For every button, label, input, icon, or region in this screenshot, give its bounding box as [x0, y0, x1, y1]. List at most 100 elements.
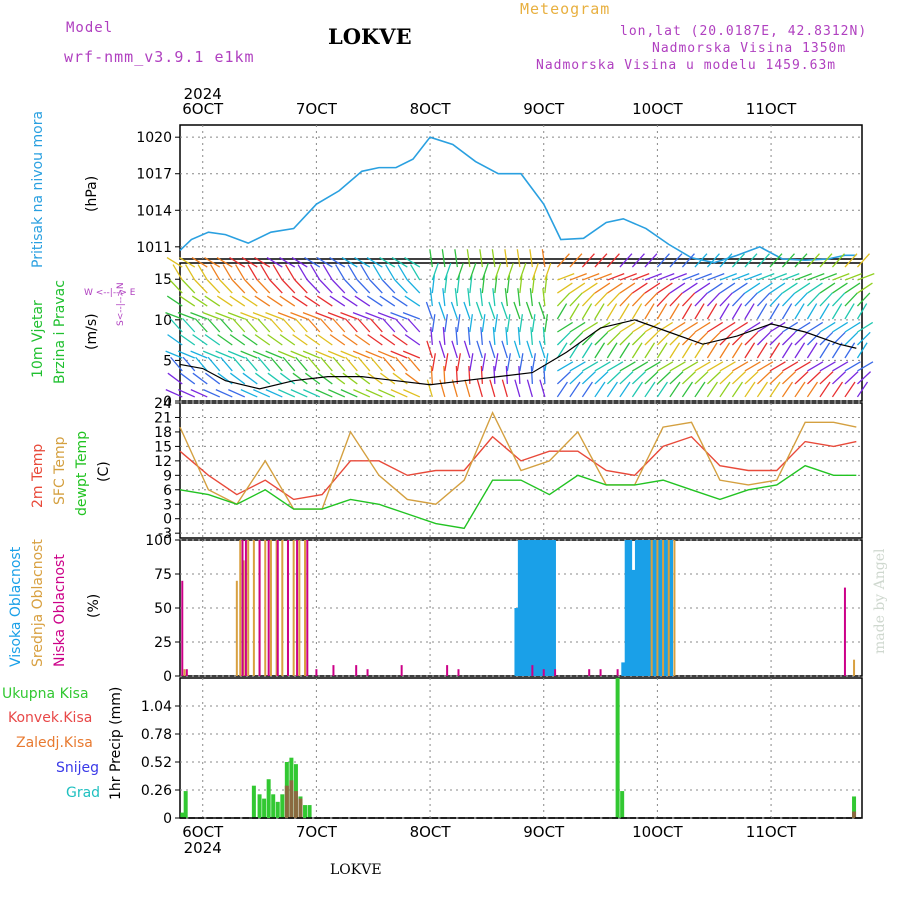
- wind-barb: [644, 273, 662, 281]
- wind-barb: [707, 273, 725, 281]
- cloud-mid-bar: [269, 540, 272, 676]
- wind-barb: [794, 303, 805, 320]
- wind-barb: [254, 372, 271, 385]
- cloud-mid-bar: [252, 540, 255, 676]
- wind-barb: [290, 350, 308, 359]
- wind-barb: [431, 353, 436, 372]
- wind-barb: [356, 279, 371, 294]
- wind-barb: [819, 292, 833, 307]
- precip-legend-snow: Snijeg: [56, 760, 100, 776]
- cloud-high-bar: [541, 540, 546, 676]
- wind-barb: [494, 275, 498, 294]
- wind-barb: [190, 350, 208, 359]
- wind-barb: [322, 264, 333, 281]
- wind-barb: [644, 303, 655, 320]
- wind-barb: [769, 371, 784, 385]
- wind-barb: [682, 361, 699, 372]
- wind-barb: [856, 381, 869, 398]
- wind-barb: [469, 262, 477, 281]
- wind-barb: [254, 334, 271, 346]
- wind-barb: [304, 334, 321, 346]
- wind-barb: [456, 275, 460, 294]
- wind-barb: [319, 279, 333, 294]
- cloud-low-bar: [843, 587, 846, 676]
- wind-barb: [501, 379, 508, 398]
- pressure-ytick-label: 1020: [136, 130, 172, 146]
- wind-barb: [282, 318, 296, 333]
- wind-barb: [569, 321, 586, 333]
- wind-barb: [744, 273, 762, 281]
- cloud-high-bar: [645, 540, 650, 676]
- wind-barb: [204, 334, 221, 346]
- wind-barb: [463, 301, 471, 320]
- wind-barb: [519, 353, 524, 372]
- wind-barb: [632, 282, 648, 294]
- wind-barb: [769, 273, 787, 281]
- wind-barb: [341, 295, 358, 307]
- cloud-ytick-label: 100: [145, 533, 172, 549]
- wind-barb: [631, 303, 643, 320]
- pressure-ytick-label: 1011: [136, 240, 172, 256]
- altitude-label: Nadmorska Visina 1350m: [652, 41, 847, 56]
- wind-barb: [430, 365, 433, 384]
- wind-barb: [756, 342, 768, 359]
- wind-barb: [185, 264, 196, 281]
- day-label-top: 11OCT: [746, 100, 797, 118]
- wind-barb: [544, 353, 549, 372]
- wind-barb: [463, 340, 471, 359]
- wind-barb: [220, 356, 233, 372]
- wind-barb: [257, 356, 271, 372]
- wind-barb: [669, 303, 680, 320]
- wind-barb: [207, 356, 221, 372]
- wind-barb: [632, 361, 649, 372]
- wind-barb: [556, 331, 571, 346]
- wind-barb: [320, 356, 333, 372]
- wind-barb: [607, 321, 623, 333]
- wind-barb: [719, 292, 733, 307]
- wind-barb: [404, 334, 421, 346]
- cloud-low-bar: [554, 669, 557, 676]
- wind-barb: [310, 264, 321, 281]
- day-label-bottom: 7OCT: [296, 823, 338, 841]
- wind-barb: [492, 326, 496, 346]
- wind-barb: [204, 295, 221, 307]
- wind-barb: [538, 301, 546, 320]
- wind-barb: [619, 321, 636, 333]
- precip-ytick-label: 0.52: [141, 755, 172, 771]
- wind-barb: [857, 282, 873, 294]
- day-label-top: 6OCT: [182, 100, 224, 118]
- wind-barb: [365, 350, 383, 359]
- wind-barb: [441, 249, 446, 268]
- wind-barb: [619, 361, 636, 372]
- precip-total-bar: [620, 791, 625, 818]
- wind-barb: [856, 342, 868, 359]
- wind-barb: [215, 389, 233, 398]
- wind-barb: [844, 292, 858, 307]
- wind-barb: [410, 264, 421, 281]
- wind-barb: [241, 256, 258, 268]
- wind-barb: [481, 314, 486, 333]
- wind-barb: [506, 353, 512, 372]
- wind-barb: [335, 264, 346, 281]
- wind-barb: [530, 365, 534, 384]
- wind-barb: [203, 389, 221, 398]
- wind-barb: [719, 282, 736, 294]
- wind-barb: [456, 314, 461, 333]
- wind-barb: [706, 292, 721, 307]
- wind-barb: [429, 288, 433, 307]
- wind-barb: [694, 381, 706, 398]
- wind-barb: [302, 312, 321, 320]
- wind-barb: [378, 389, 396, 398]
- wind-barb: [769, 321, 786, 333]
- wind-barb: [694, 321, 711, 333]
- wind-barb: [557, 321, 573, 333]
- temp-ytick-label: 9: [163, 468, 172, 484]
- wind-barb: [594, 273, 612, 281]
- wind-barb: [444, 262, 452, 281]
- temp-ytick-label: 12: [154, 454, 172, 470]
- wind-barb: [494, 262, 502, 281]
- wind-barb: [279, 295, 296, 307]
- wind-barb: [557, 273, 575, 281]
- wind-barb: [476, 379, 483, 398]
